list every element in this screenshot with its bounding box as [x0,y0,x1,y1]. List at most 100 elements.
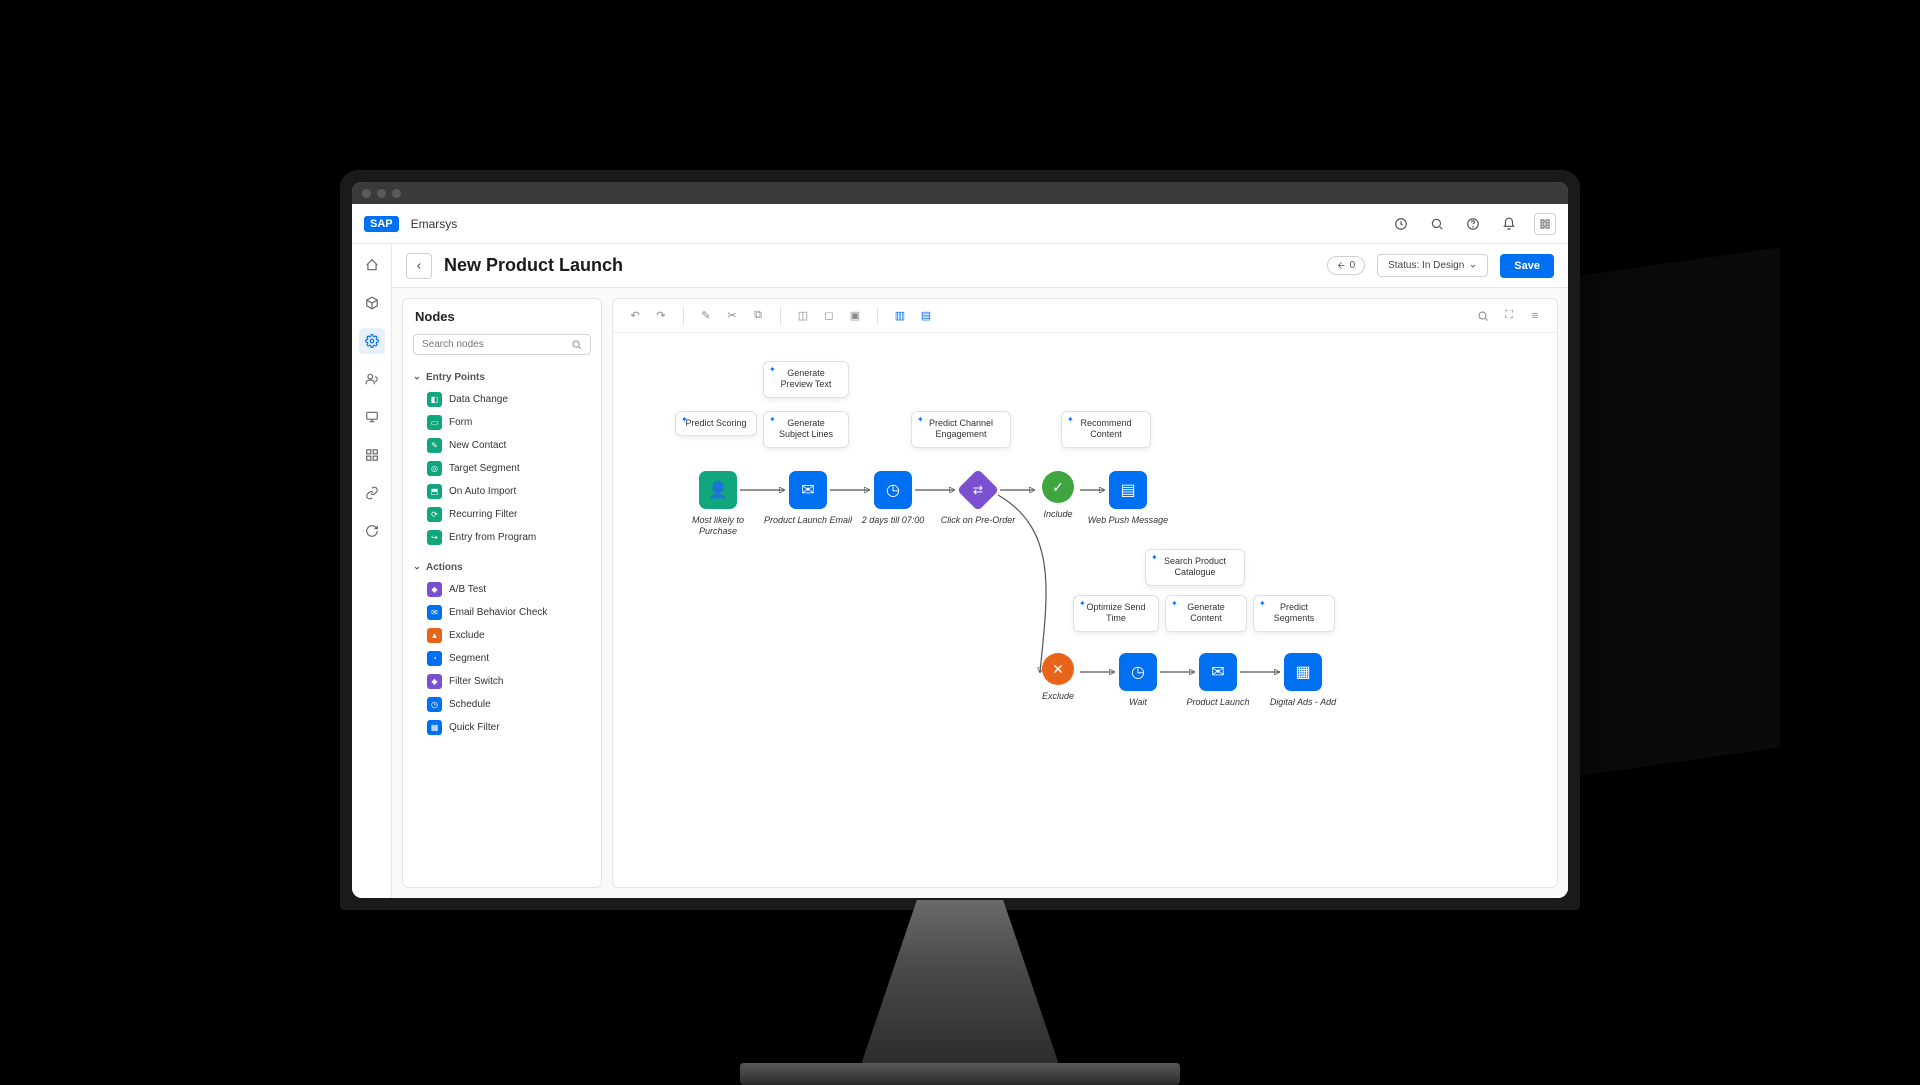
sparkle-icon: ✦ [769,415,776,425]
node-item-label: Exclude [449,630,485,641]
rail-cube-icon[interactable] [359,290,385,316]
flow-node[interactable]: ◷2 days till 07:00 [848,471,938,526]
tb-zoom-search[interactable] [1471,304,1495,328]
node-label: Click on Pre-Order [941,515,1016,526]
node-shape: 👤 [699,471,737,509]
node-label: Most likely to Purchase [673,515,763,538]
node-item-icon: ◧ [427,392,442,407]
status-dropdown[interactable]: Status: In Design [1377,254,1488,277]
node-item-icon: ◷ [427,697,442,712]
ai-hint[interactable]: ✦Optimize Send Time [1073,595,1159,632]
rail-grid-icon[interactable] [359,442,385,468]
rail-link-icon[interactable] [359,480,385,506]
node-item-label: Data Change [449,394,508,405]
tb-redo[interactable]: ↷ [649,304,673,328]
node-label: Wait [1129,697,1147,708]
tag-count[interactable]: 0 [1327,256,1366,275]
tb-c[interactable]: ▣ [843,304,867,328]
tb-a[interactable]: ◫ [791,304,815,328]
node-item-label: Entry from Program [449,532,536,543]
node-item-icon: ▭ [427,415,442,430]
node-item-icon: ↪ [427,530,442,545]
flow-node[interactable]: 👤 Most likely to Purchase [673,471,763,538]
node-item[interactable]: ✉Email Behavior Check [413,601,591,624]
window-chrome [352,182,1568,204]
node-item-label: Target Segment [449,463,520,474]
rail-users-icon[interactable] [359,366,385,392]
node-item[interactable]: ▦Quick Filter [413,716,591,739]
node-item-icon: ◆ [427,674,442,689]
ai-hint[interactable]: ✦Search Product Catalogue [1145,549,1245,586]
flow-node[interactable]: ✉Product Launch [1173,653,1263,708]
traffic-light-max[interactable] [392,189,401,198]
node-item[interactable]: ◧ Data Change [413,388,591,411]
ai-hint[interactable]: ✦Predict Scoring [675,411,757,436]
node-label: Web Push Message [1088,515,1168,526]
ai-hint[interactable]: ✦Recommend Content [1061,411,1151,448]
section-header[interactable]: Actions [413,557,591,578]
nodes-search-input[interactable] [422,339,571,350]
node-item[interactable]: ◎Target Segment [413,457,591,480]
traffic-light-close[interactable] [362,189,371,198]
node-label: Exclude [1042,691,1074,702]
tb-more[interactable]: ≡ [1523,304,1547,328]
tb-edit[interactable]: ✎ [694,304,718,328]
node-item-icon: ▲ [427,628,442,643]
flow-node[interactable]: ⇄Click on Pre-Order [933,471,1023,526]
canvas[interactable]: 👤 Most likely to Purchase✉Product Launch … [613,333,1557,887]
node-item[interactable]: ⬒On Auto Import [413,480,591,503]
flow-node[interactable]: ◷Wait [1093,653,1183,708]
node-item[interactable]: ▭Form [413,411,591,434]
node-item[interactable]: ▲ Exclude [413,624,591,647]
node-item[interactable]: ◔Segment [413,647,591,670]
rail-refresh-icon[interactable] [359,518,385,544]
rail-settings-icon[interactable] [359,328,385,354]
node-label: 2 days till 07:00 [862,515,925,526]
search-icon[interactable] [1426,213,1448,235]
node-item-icon: ▦ [427,720,442,735]
node-item[interactable]: ◆A/B Test [413,578,591,601]
node-item[interactable]: ⟳Recurring Filter [413,503,591,526]
node-item[interactable]: ◆Filter Switch [413,670,591,693]
top-icons [1390,213,1556,235]
back-button[interactable] [406,253,432,279]
save-button[interactable]: Save [1500,254,1554,278]
ai-hint[interactable]: ✦Generate Preview Text [763,361,849,398]
rail-home-icon[interactable] [359,252,385,278]
joule-icon[interactable] [1390,213,1412,235]
tb-cut[interactable]: ✂ [720,304,744,328]
brand-name: Emarsys [411,217,458,231]
tb-b[interactable]: ◻ [817,304,841,328]
rail-monitor-icon[interactable] [359,404,385,430]
node-item[interactable]: ↪ Entry from Program [413,526,591,549]
ai-hint[interactable]: ✦Predict Channel Engagement [911,411,1011,448]
sparkle-icon: ✦ [1079,599,1086,609]
canvas-wrap: ↶ ↷ ✎ ✂ ⧉ ◫ ◻ [612,298,1558,888]
flow-node[interactable]: ✕Exclude [1013,653,1103,702]
help-icon[interactable] [1462,213,1484,235]
ai-hint[interactable]: ✦Predict Segments [1253,595,1335,632]
section-header[interactable]: Entry Points [413,367,591,388]
flow-node[interactable]: ▤Web Push Message [1083,471,1173,526]
ai-hint[interactable]: ✦Generate Subject Lines [763,411,849,448]
menu-icon[interactable] [1534,213,1556,235]
sparkle-icon: ✦ [917,415,924,425]
sparkle-icon: ✦ [1171,599,1178,609]
node-item-label: On Auto Import [449,486,516,497]
tb-layout-v[interactable]: ▤ [914,304,938,328]
traffic-light-min[interactable] [377,189,386,198]
nodes-search[interactable] [413,334,591,355]
status-label: Status: In Design [1388,260,1464,271]
tb-copy[interactable]: ⧉ [746,304,770,328]
flow-node[interactable]: ▦Digital Ads - Add [1258,653,1348,708]
ai-hint[interactable]: ✦Generate Content [1165,595,1247,632]
node-item[interactable]: ◷Schedule [413,693,591,716]
tb-layout-h[interactable]: ▥ [888,304,912,328]
flow-node[interactable]: ✉Product Launch Email [763,471,853,526]
tb-undo[interactable]: ↶ [623,304,647,328]
tb-zoom-fit[interactable]: ⛶ [1497,304,1521,328]
bell-icon[interactable] [1498,213,1520,235]
node-shape: ✓ [1042,471,1074,503]
node-label: Product Launch Email [764,515,852,526]
node-item[interactable]: ✎New Contact [413,434,591,457]
